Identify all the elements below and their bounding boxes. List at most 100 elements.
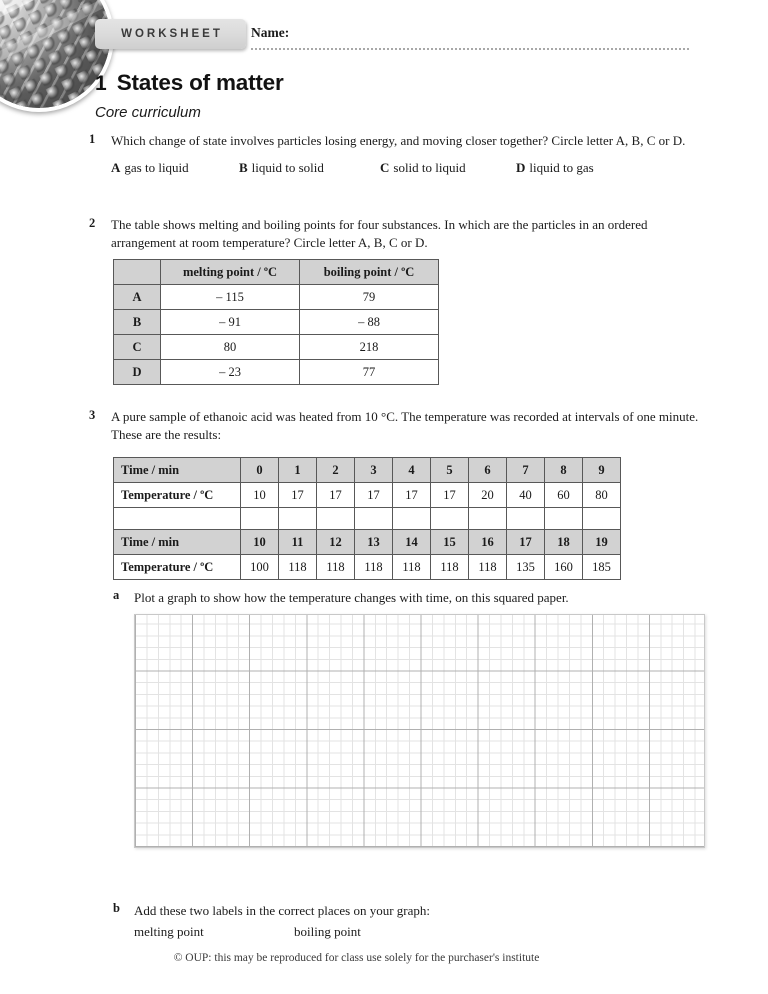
option-d-label: liquid to gas (529, 159, 594, 175)
worksheet-tab-label: WORKSHEET (121, 28, 223, 40)
column-header-boiling-point: boiling point / ºC (299, 259, 439, 285)
temperature-cell: 160 (544, 554, 583, 580)
temperature-cell: 118 (392, 554, 431, 580)
time-cell: 3 (354, 457, 393, 483)
question-2-body: The table shows melting and boiling poin… (111, 216, 709, 251)
option-c-label: solid to liquid (393, 159, 466, 175)
table-row: B – 91 – 88 (113, 309, 439, 335)
substance-label-d: D (113, 359, 161, 385)
substance-label-c: C (113, 334, 161, 360)
table-row-blank (113, 507, 621, 533)
melting-point-d: – 23 (160, 359, 300, 385)
results-table-2-body: Time / min 10 11 12 13 14 15 16 17 18 19… (113, 529, 621, 580)
question-2: 2 The table shows melting and boiling po… (89, 216, 709, 251)
question-1: 1 Which change of state involves particl… (89, 132, 709, 176)
part-a-text: Plot a graph to show how the temperature… (134, 590, 569, 605)
temperature-cell: 20 (468, 482, 507, 508)
blank-cell[interactable] (354, 507, 393, 533)
name-dotted-line[interactable] (251, 46, 689, 50)
question-2-number: 2 (89, 216, 96, 230)
part-b-text: Add these two labels in the correct plac… (134, 903, 431, 918)
temperature-cell: 118 (430, 554, 469, 580)
temperature-cell: 10 (240, 482, 279, 508)
option-c-letter: C (380, 159, 390, 175)
column-header-melting-point: melting point / ºC (160, 259, 300, 285)
time-cell: 0 (240, 457, 279, 483)
time-cell: 4 (392, 457, 431, 483)
page-subtitle: Core curriculum (95, 104, 201, 121)
temperature-cell: 40 (506, 482, 545, 508)
question-1-body: Which change of state involves particles… (111, 132, 685, 176)
time-cell: 13 (354, 529, 393, 555)
boiling-point-d: 77 (299, 359, 439, 385)
time-cell: 11 (278, 529, 317, 555)
boiling-point-c: 218 (299, 334, 439, 360)
blank-cell[interactable] (316, 507, 355, 533)
time-cell: 18 (544, 529, 583, 555)
table-row: D – 23 77 (113, 359, 439, 385)
table-row-temperature: Temperature / ºC 100 118 118 118 118 118… (113, 554, 621, 580)
option-a-letter: A (111, 159, 121, 175)
temperature-cell: 17 (354, 482, 393, 508)
part-b-body: Add these two labels in the correct plac… (134, 901, 430, 941)
melting-point-a: – 115 (160, 284, 300, 310)
temperature-cell: 118 (278, 554, 317, 580)
blank-cell[interactable] (113, 507, 241, 533)
option-b-label: liquid to solid (251, 159, 324, 175)
table-row: C 80 218 (113, 334, 439, 360)
part-a-letter: a (113, 588, 120, 602)
question-1-text: Which change of state involves particles… (111, 133, 686, 148)
substance-label-b: B (113, 309, 161, 335)
chapter-number: 1 (95, 72, 107, 95)
table-row-time: Time / min 0 1 2 3 4 5 6 7 8 9 (113, 457, 621, 483)
temperature-cell: 185 (582, 554, 621, 580)
squared-graph-paper[interactable] (134, 614, 705, 848)
results-table-second-half: Time / min 10 11 12 13 14 15 16 17 18 19… (113, 529, 621, 580)
boiling-point-a: 79 (299, 284, 439, 310)
time-cell: 7 (506, 457, 545, 483)
page-title: 1 States of matter (95, 70, 284, 96)
time-cell: 8 (544, 457, 583, 483)
temperature-cell: 118 (316, 554, 355, 580)
row-label-temperature-2: Temperature / ºC (113, 554, 241, 580)
results-table-1-body: Time / min 0 1 2 3 4 5 6 7 8 9 Temperatu… (113, 457, 621, 533)
label-melting-point[interactable]: melting point (134, 924, 204, 939)
melting-point-c: 80 (160, 334, 300, 360)
time-cell: 12 (316, 529, 355, 555)
table-row: A – 115 79 (113, 284, 439, 310)
substances-table: melting point / ºC boiling point / ºC A … (113, 259, 439, 385)
temperature-cell: 17 (316, 482, 355, 508)
time-cell: 10 (240, 529, 279, 555)
worksheet-tab: WORKSHEET (95, 19, 246, 49)
temperature-cell: 80 (582, 482, 621, 508)
time-cell: 19 (582, 529, 621, 555)
temperature-cell: 60 (544, 482, 583, 508)
question-3-part-b: b Add these two labels in the correct pl… (113, 901, 713, 941)
temperature-cell: 17 (278, 482, 317, 508)
substances-corner-cell (113, 259, 161, 285)
time-cell: 6 (468, 457, 507, 483)
row-label-temperature-1: Temperature / ºC (113, 482, 241, 508)
table-row-temperature: Temperature / ºC 10 17 17 17 17 17 20 40… (113, 482, 621, 508)
temperature-cell: 100 (240, 554, 279, 580)
option-d-letter: D (516, 159, 526, 175)
temperature-cell: 118 (468, 554, 507, 580)
row-label-time-2: Time / min (113, 529, 241, 555)
option-b-letter: B (239, 159, 248, 175)
option-a-label: gas to liquid (124, 159, 189, 175)
footer-copyright: © OUP: this may be reproduced for class … (173, 952, 540, 964)
time-cell: 2 (316, 457, 355, 483)
label-boiling-point[interactable]: boiling point (294, 924, 361, 939)
time-cell: 15 (430, 529, 469, 555)
temperature-cell: 17 (430, 482, 469, 508)
decorative-molecule-photo (0, 0, 114, 112)
question-2-text: The table shows melting and boiling poin… (111, 217, 648, 250)
temperature-cell: 135 (506, 554, 545, 580)
name-field-block: Name: (251, 25, 689, 50)
temperature-cell: 118 (354, 554, 393, 580)
